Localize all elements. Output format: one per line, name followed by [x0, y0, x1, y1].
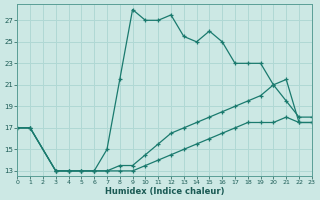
X-axis label: Humidex (Indice chaleur): Humidex (Indice chaleur): [105, 187, 224, 196]
